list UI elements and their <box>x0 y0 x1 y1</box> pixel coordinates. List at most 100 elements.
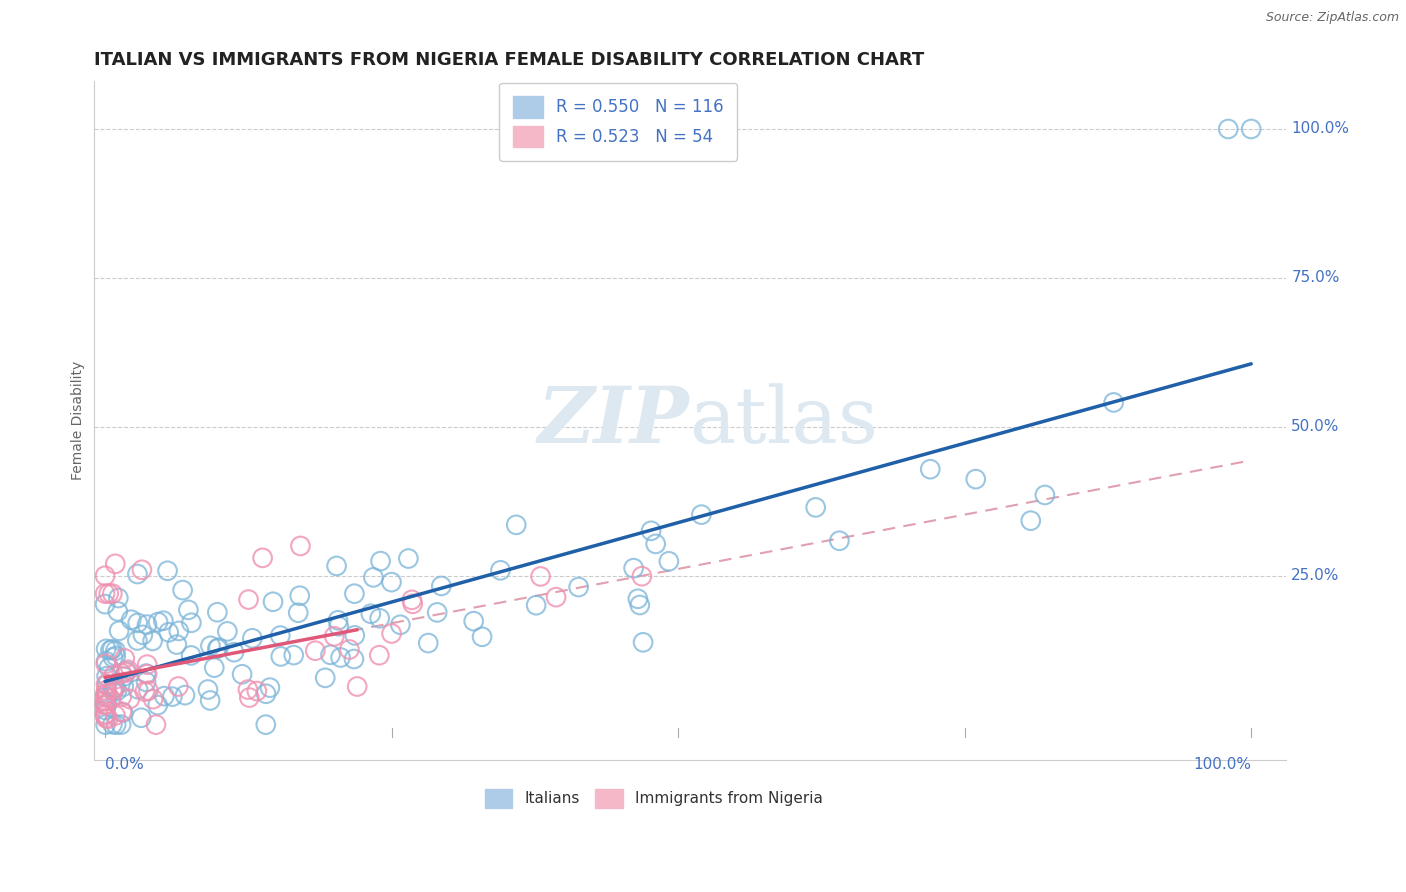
Point <box>97 712 120 726</box>
Point <box>288 589 311 603</box>
Point <box>94 586 117 600</box>
Point <box>162 690 184 704</box>
Point <box>426 606 449 620</box>
Legend: Italians, Immigrants from Nigeria: Italians, Immigrants from Nigeria <box>478 783 830 814</box>
Point <box>269 629 291 643</box>
Point <box>105 683 128 698</box>
Point <box>623 561 645 575</box>
Point <box>401 592 423 607</box>
Y-axis label: Female Disability: Female Disability <box>72 361 86 481</box>
Point <box>96 683 118 698</box>
Point <box>105 717 128 731</box>
Point <box>343 652 366 666</box>
Point <box>690 508 713 522</box>
Point <box>343 587 366 601</box>
Point <box>287 606 309 620</box>
Point <box>153 689 176 703</box>
Text: Source: ZipAtlas.com: Source: ZipAtlas.com <box>1265 11 1399 24</box>
Point <box>98 661 121 675</box>
Point <box>290 539 312 553</box>
Point <box>94 711 117 725</box>
Point <box>111 690 134 704</box>
Point <box>94 717 117 731</box>
Point <box>222 645 245 659</box>
Point <box>217 624 239 639</box>
Point <box>142 634 165 648</box>
Point <box>430 579 453 593</box>
Point <box>389 617 412 632</box>
Point <box>115 665 138 680</box>
Point <box>270 649 292 664</box>
Point <box>238 592 260 607</box>
Point <box>101 650 124 665</box>
Point <box>402 597 425 611</box>
Point <box>231 667 253 681</box>
Point <box>104 708 127 723</box>
Point <box>965 472 987 486</box>
Point <box>108 624 131 638</box>
Point <box>101 717 124 731</box>
Point <box>627 591 650 606</box>
Text: 50.0%: 50.0% <box>1291 419 1340 434</box>
Point <box>94 654 117 668</box>
Point <box>136 617 159 632</box>
Point <box>1240 122 1263 136</box>
Point <box>97 586 120 600</box>
Point <box>463 614 485 628</box>
Point <box>136 667 159 681</box>
Point <box>96 690 118 704</box>
Point <box>101 642 124 657</box>
Point <box>94 641 117 656</box>
Point <box>104 557 127 571</box>
Point <box>202 660 225 674</box>
Text: 25.0%: 25.0% <box>1291 568 1340 583</box>
Point <box>236 682 259 697</box>
Point <box>94 687 117 701</box>
Point <box>254 687 277 701</box>
Text: ZIP: ZIP <box>538 383 689 459</box>
Point <box>323 629 346 643</box>
Point <box>644 537 666 551</box>
Point <box>180 648 202 663</box>
Point <box>238 690 260 705</box>
Point <box>101 682 124 697</box>
Point <box>107 591 129 605</box>
Point <box>166 638 188 652</box>
Point <box>1019 514 1042 528</box>
Point <box>94 568 117 582</box>
Point <box>505 517 527 532</box>
Point <box>111 705 134 719</box>
Point <box>658 554 681 568</box>
Point <box>314 671 336 685</box>
Point <box>174 688 197 702</box>
Point <box>172 583 194 598</box>
Point <box>329 650 352 665</box>
Point <box>96 686 118 700</box>
Point <box>524 599 547 613</box>
Point <box>631 569 654 583</box>
Point <box>112 670 135 684</box>
Point <box>200 639 222 653</box>
Point <box>180 615 202 630</box>
Point <box>380 575 402 590</box>
Point <box>100 692 122 706</box>
Point <box>138 683 160 698</box>
Point <box>198 693 221 707</box>
Point <box>94 708 117 723</box>
Point <box>142 692 165 706</box>
Point <box>103 668 125 682</box>
Point <box>1102 395 1125 409</box>
Point <box>325 558 347 573</box>
Point <box>319 648 342 662</box>
Point <box>167 680 190 694</box>
Text: atlas: atlas <box>689 383 879 458</box>
Point <box>339 642 361 657</box>
Point <box>368 611 391 625</box>
Point <box>157 625 180 640</box>
Point <box>326 613 349 627</box>
Point <box>631 635 654 649</box>
Point <box>156 564 179 578</box>
Point <box>529 569 551 583</box>
Point <box>135 675 157 690</box>
Point <box>104 643 127 657</box>
